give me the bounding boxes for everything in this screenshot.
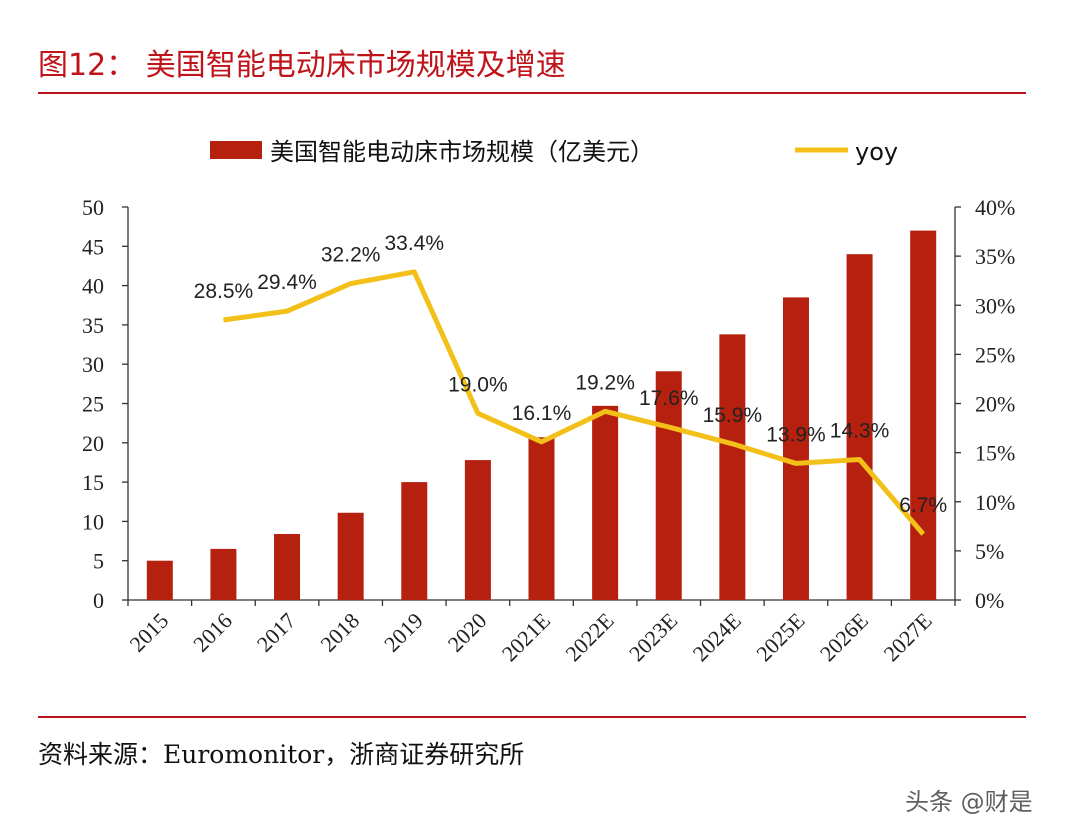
legend-bar-label: 美国智能电动床市场规模（亿美元） bbox=[270, 138, 654, 166]
bar bbox=[528, 437, 555, 600]
bar bbox=[401, 482, 428, 600]
yoy-data-label: 19.0% bbox=[448, 373, 508, 396]
right-axis-tick-label: 25% bbox=[975, 342, 1015, 367]
right-axis-tick-label: 5% bbox=[975, 539, 1004, 564]
yoy-data-label: 15.9% bbox=[703, 404, 763, 427]
source-rule bbox=[38, 716, 1026, 718]
right-axis-tick-label: 20% bbox=[975, 392, 1015, 417]
yoy-data-label: 28.5% bbox=[194, 280, 254, 303]
right-axis-tick-label: 30% bbox=[975, 293, 1015, 318]
figure-title: 图12： 美国智能电动床市场规模及增速 bbox=[38, 48, 566, 83]
left-axis-tick-label: 5 bbox=[93, 549, 104, 574]
left-axis-tick-label: 10 bbox=[82, 509, 104, 534]
x-axis-tick-label: 2024E bbox=[688, 608, 746, 666]
bar bbox=[782, 297, 809, 600]
bar bbox=[592, 405, 619, 600]
data-labels: 28.5% 29.4%32.2%33.4% 19.0%16.1%19.2%17.6%… bbox=[194, 232, 947, 517]
x-axis-tick-label: 2015 bbox=[125, 608, 174, 657]
left-axis-tick-label: 50 bbox=[82, 195, 104, 220]
bar bbox=[274, 533, 301, 600]
bar bbox=[464, 460, 491, 600]
yoy-line bbox=[223, 269, 926, 536]
x-axis-tick-label: 2018 bbox=[315, 608, 364, 657]
x-axis-tick-label: 2020 bbox=[443, 608, 492, 657]
bar bbox=[910, 230, 937, 600]
left-axis-tick-label: 25 bbox=[82, 392, 104, 417]
yoy-data-label: 14.3% bbox=[830, 420, 890, 443]
left-axis-tick-label: 20 bbox=[82, 431, 104, 456]
x-axis-tick-label: 2022E bbox=[560, 608, 618, 666]
x-axis-tick-label: 2019 bbox=[379, 608, 428, 657]
source-note: 资料来源：Euromonitor，浙商证券研究所 bbox=[38, 740, 525, 769]
x-axis-tick-label: 2021E bbox=[497, 608, 555, 666]
right-axis-tick-label: 10% bbox=[975, 490, 1015, 515]
left-axis-tick-label: 35 bbox=[82, 313, 104, 338]
bar bbox=[146, 560, 173, 600]
yoy-data-label: 19.2% bbox=[575, 371, 635, 394]
right-axis-tick-label: 15% bbox=[975, 441, 1015, 466]
legend: 美国智能电动床市场规模（亿美元） yoy bbox=[210, 138, 898, 166]
right-axis-tick-label: 40% bbox=[975, 195, 1015, 220]
legend-bar-swatch bbox=[210, 141, 262, 159]
bar-series bbox=[146, 230, 937, 600]
yoy-data-label: 29.4% bbox=[257, 271, 317, 294]
bar bbox=[846, 254, 873, 600]
left-axis-tick-label: 15 bbox=[82, 470, 104, 495]
legend-line-label: yoy bbox=[855, 138, 898, 166]
yoy-data-label: 13.9% bbox=[766, 423, 826, 446]
x-axis-tick-label: 2026E bbox=[815, 608, 873, 666]
x-axis-tick-label: 2025E bbox=[751, 608, 809, 666]
left-axis-tick-label: 45 bbox=[82, 234, 104, 259]
x-axis-tick-label: 2017 bbox=[252, 608, 301, 657]
bar bbox=[719, 334, 746, 600]
yoy-data-label: 16.1% bbox=[512, 402, 572, 425]
bar bbox=[655, 371, 682, 600]
right-axis-tick-label: 0% bbox=[975, 588, 1004, 613]
yoy-line-series bbox=[223, 269, 926, 536]
watermark: 头条 @财是 bbox=[905, 788, 1033, 816]
yoy-data-label: 32.2% bbox=[321, 244, 381, 267]
x-axis-tick-label: 2023E bbox=[624, 608, 682, 666]
left-axis-tick-label: 0 bbox=[93, 588, 104, 613]
left-axis-tick-label: 40 bbox=[82, 274, 104, 299]
x-axis-tick-label: 2016 bbox=[188, 608, 237, 657]
x-axis-tick-label: 2027E bbox=[878, 608, 936, 666]
title-rule bbox=[38, 92, 1026, 94]
yoy-data-label: 6.7% bbox=[899, 494, 947, 517]
yoy-data-label: 33.4% bbox=[384, 232, 444, 255]
left-axis-tick-label: 30 bbox=[82, 352, 104, 377]
bar bbox=[210, 548, 237, 600]
bar bbox=[337, 512, 364, 600]
yoy-data-label: 17.6% bbox=[639, 387, 699, 410]
right-axis-tick-label: 35% bbox=[975, 244, 1015, 269]
